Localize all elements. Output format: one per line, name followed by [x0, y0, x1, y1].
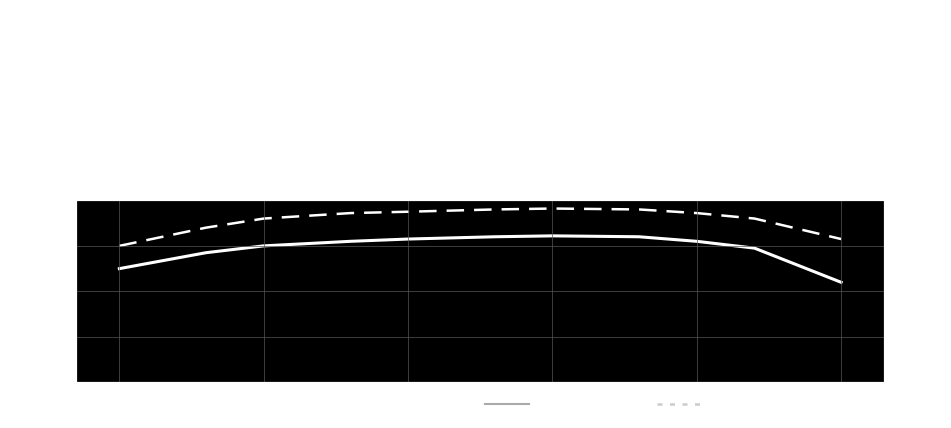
0Gy Cartolina — [114, 266, 126, 271]
0Gy Acetato — [201, 225, 212, 230]
0Gy Cartolina — [258, 243, 269, 248]
0Gy Acetato — [402, 209, 414, 214]
Legend: 0Gy Cartolina, 0Gy Acetato, 10Gy Cartolina, 10Gy Acetato: 0Gy Cartolina, 0Gy Acetato, 10Gy Cartoli… — [159, 394, 802, 417]
Line: 0Gy Acetato: 0Gy Acetato — [120, 208, 841, 246]
Line: 0Gy Cartolina: 0Gy Cartolina — [120, 236, 841, 282]
0Gy Cartolina — [201, 250, 212, 255]
0Gy Acetato — [489, 207, 500, 212]
0Gy Acetato — [344, 211, 356, 216]
X-axis label: Distância ao centro (cm): Distância ao centro (cm) — [403, 411, 557, 425]
0Gy Cartolina — [489, 234, 500, 239]
0Gy Acetato — [114, 243, 126, 248]
0Gy Cartolina — [835, 280, 846, 285]
0Gy Acetato — [633, 207, 645, 212]
Y-axis label: PV(0Gy): PV(0Gy) — [8, 266, 20, 317]
0Gy Cartolina — [547, 233, 558, 238]
0Gy Acetato — [691, 211, 703, 216]
0Gy Cartolina — [633, 234, 645, 239]
0Gy Cartolina — [344, 239, 356, 244]
0Gy Acetato — [547, 206, 558, 211]
0Gy Acetato — [748, 216, 760, 221]
Title: Canal verde: Canal verde — [420, 178, 540, 196]
0Gy Acetato — [258, 216, 269, 221]
Y-axis label: PV(10Gy): PV(10Gy) — [941, 262, 951, 321]
0Gy Cartolina — [402, 237, 414, 242]
0Gy Acetato — [835, 237, 846, 242]
0Gy Cartolina — [748, 246, 760, 251]
0Gy Cartolina — [691, 239, 703, 244]
